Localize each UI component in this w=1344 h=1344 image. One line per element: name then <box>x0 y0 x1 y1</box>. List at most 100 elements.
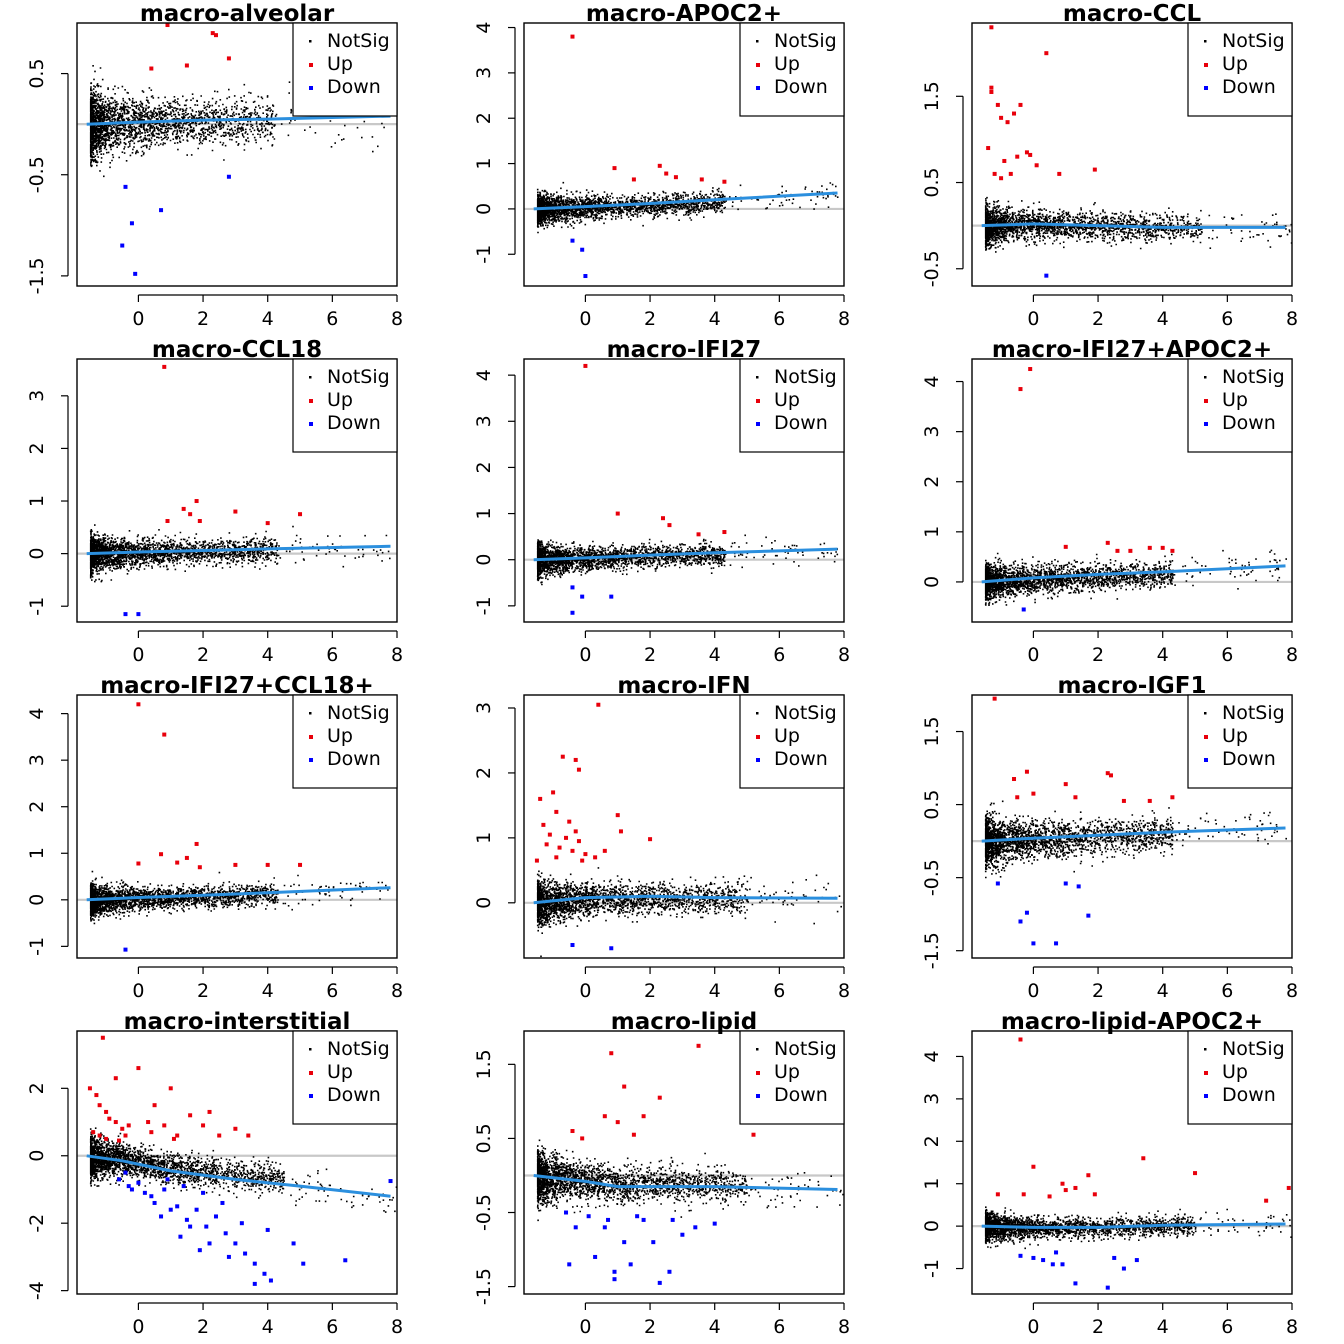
notsig-points <box>89 65 389 178</box>
up-point <box>570 34 575 39</box>
up-point <box>615 813 620 818</box>
y-tick-label: -0.5 <box>921 250 943 287</box>
up-point <box>1170 795 1175 800</box>
up-point <box>165 23 170 28</box>
trend-line <box>533 894 838 905</box>
up-point <box>1031 1164 1036 1169</box>
y-tick-label: -2 <box>26 1214 48 1233</box>
legend-notsig-marker <box>756 40 759 43</box>
down-point <box>670 1217 675 1222</box>
down-point <box>220 1200 225 1205</box>
y-tick-label: 1 <box>473 832 495 844</box>
legend-notsig-label: NotSig <box>774 702 837 724</box>
x-tick-label: 8 <box>838 1316 850 1338</box>
legend-up-marker <box>756 1071 760 1075</box>
down-point <box>570 585 575 590</box>
down-point <box>239 1221 244 1226</box>
down-point <box>580 247 585 252</box>
up-point <box>612 166 617 171</box>
down-point <box>1073 1281 1078 1286</box>
notsig-points <box>984 1206 1292 1250</box>
plot-frame <box>523 22 845 287</box>
up-point <box>722 530 727 535</box>
up-point <box>1024 769 1029 774</box>
up-point <box>184 63 189 68</box>
up-point <box>1024 150 1029 155</box>
up-point <box>194 841 199 846</box>
x-tick-label: 4 <box>1157 980 1169 1002</box>
up-point <box>1063 782 1068 787</box>
down-point <box>201 1190 206 1195</box>
legend-up-label: Up <box>774 53 800 75</box>
up-point <box>999 176 1004 181</box>
down-point <box>602 1225 607 1230</box>
up-point <box>1092 167 1097 172</box>
down-point <box>343 1258 348 1263</box>
legend-down-marker <box>1204 422 1208 426</box>
up-point <box>265 862 270 867</box>
notsig-points <box>536 867 842 958</box>
down-point <box>570 943 575 948</box>
up-point <box>1063 1188 1068 1193</box>
up-point <box>1141 1156 1146 1161</box>
y-tick-label: 1 <box>921 526 943 538</box>
down-point <box>226 174 231 179</box>
down-point <box>567 1262 572 1267</box>
legend-notsig-marker <box>756 1048 759 1051</box>
y-tick-label: 0 <box>26 894 48 906</box>
up-point <box>100 1035 105 1040</box>
y-tick-label: -0.5 <box>473 1194 495 1231</box>
legend-notsig-label: NotSig <box>327 702 390 724</box>
up-point <box>1008 171 1013 176</box>
y-tick-label: 1 <box>473 508 495 520</box>
down-point <box>252 1281 257 1286</box>
trend-line <box>86 114 391 126</box>
y-tick-label: 0 <box>921 1220 943 1232</box>
up-point <box>573 757 578 762</box>
up-point <box>1028 367 1033 372</box>
down-point <box>1076 884 1081 889</box>
up-point <box>104 1136 109 1141</box>
down-point <box>564 1210 569 1215</box>
y-tick-label: 3 <box>473 415 495 427</box>
up-point <box>175 1133 180 1138</box>
down-point <box>570 610 575 615</box>
down-point <box>388 1179 393 1184</box>
up-point <box>136 1066 141 1071</box>
up-point <box>123 1133 128 1138</box>
x-tick-label: 0 <box>132 308 144 330</box>
up-point <box>197 519 202 524</box>
down-point <box>207 1241 212 1246</box>
down-point <box>117 1177 122 1182</box>
down-point <box>197 1248 202 1253</box>
legend-down-label: Down <box>1222 76 1276 98</box>
legend-notsig-marker <box>1204 40 1207 43</box>
up-point <box>567 819 572 824</box>
down-point <box>612 1269 617 1274</box>
y-tick-label: 2 <box>921 476 943 488</box>
down-point <box>204 1224 209 1229</box>
trend-line <box>533 191 838 211</box>
y-tick-label: -1.5 <box>26 257 48 294</box>
down-point <box>712 1221 717 1226</box>
up-point <box>1092 1192 1097 1197</box>
up-point <box>1264 1198 1269 1203</box>
up-point <box>136 861 141 866</box>
legend-down-label: Down <box>327 412 381 434</box>
y-tick-label: -1 <box>26 597 48 616</box>
up-point <box>992 696 997 701</box>
up-point <box>97 1103 102 1108</box>
notsig-points <box>89 1127 397 1213</box>
up-point <box>667 523 672 528</box>
legend-down-marker <box>309 422 313 426</box>
legend-notsig-label: NotSig <box>1222 1038 1285 1060</box>
legend-up-marker <box>1204 735 1208 739</box>
up-point <box>618 829 623 834</box>
x-tick-label: 0 <box>132 644 144 666</box>
up-point <box>570 848 575 853</box>
up-point <box>554 855 559 860</box>
up-point <box>1012 111 1017 116</box>
